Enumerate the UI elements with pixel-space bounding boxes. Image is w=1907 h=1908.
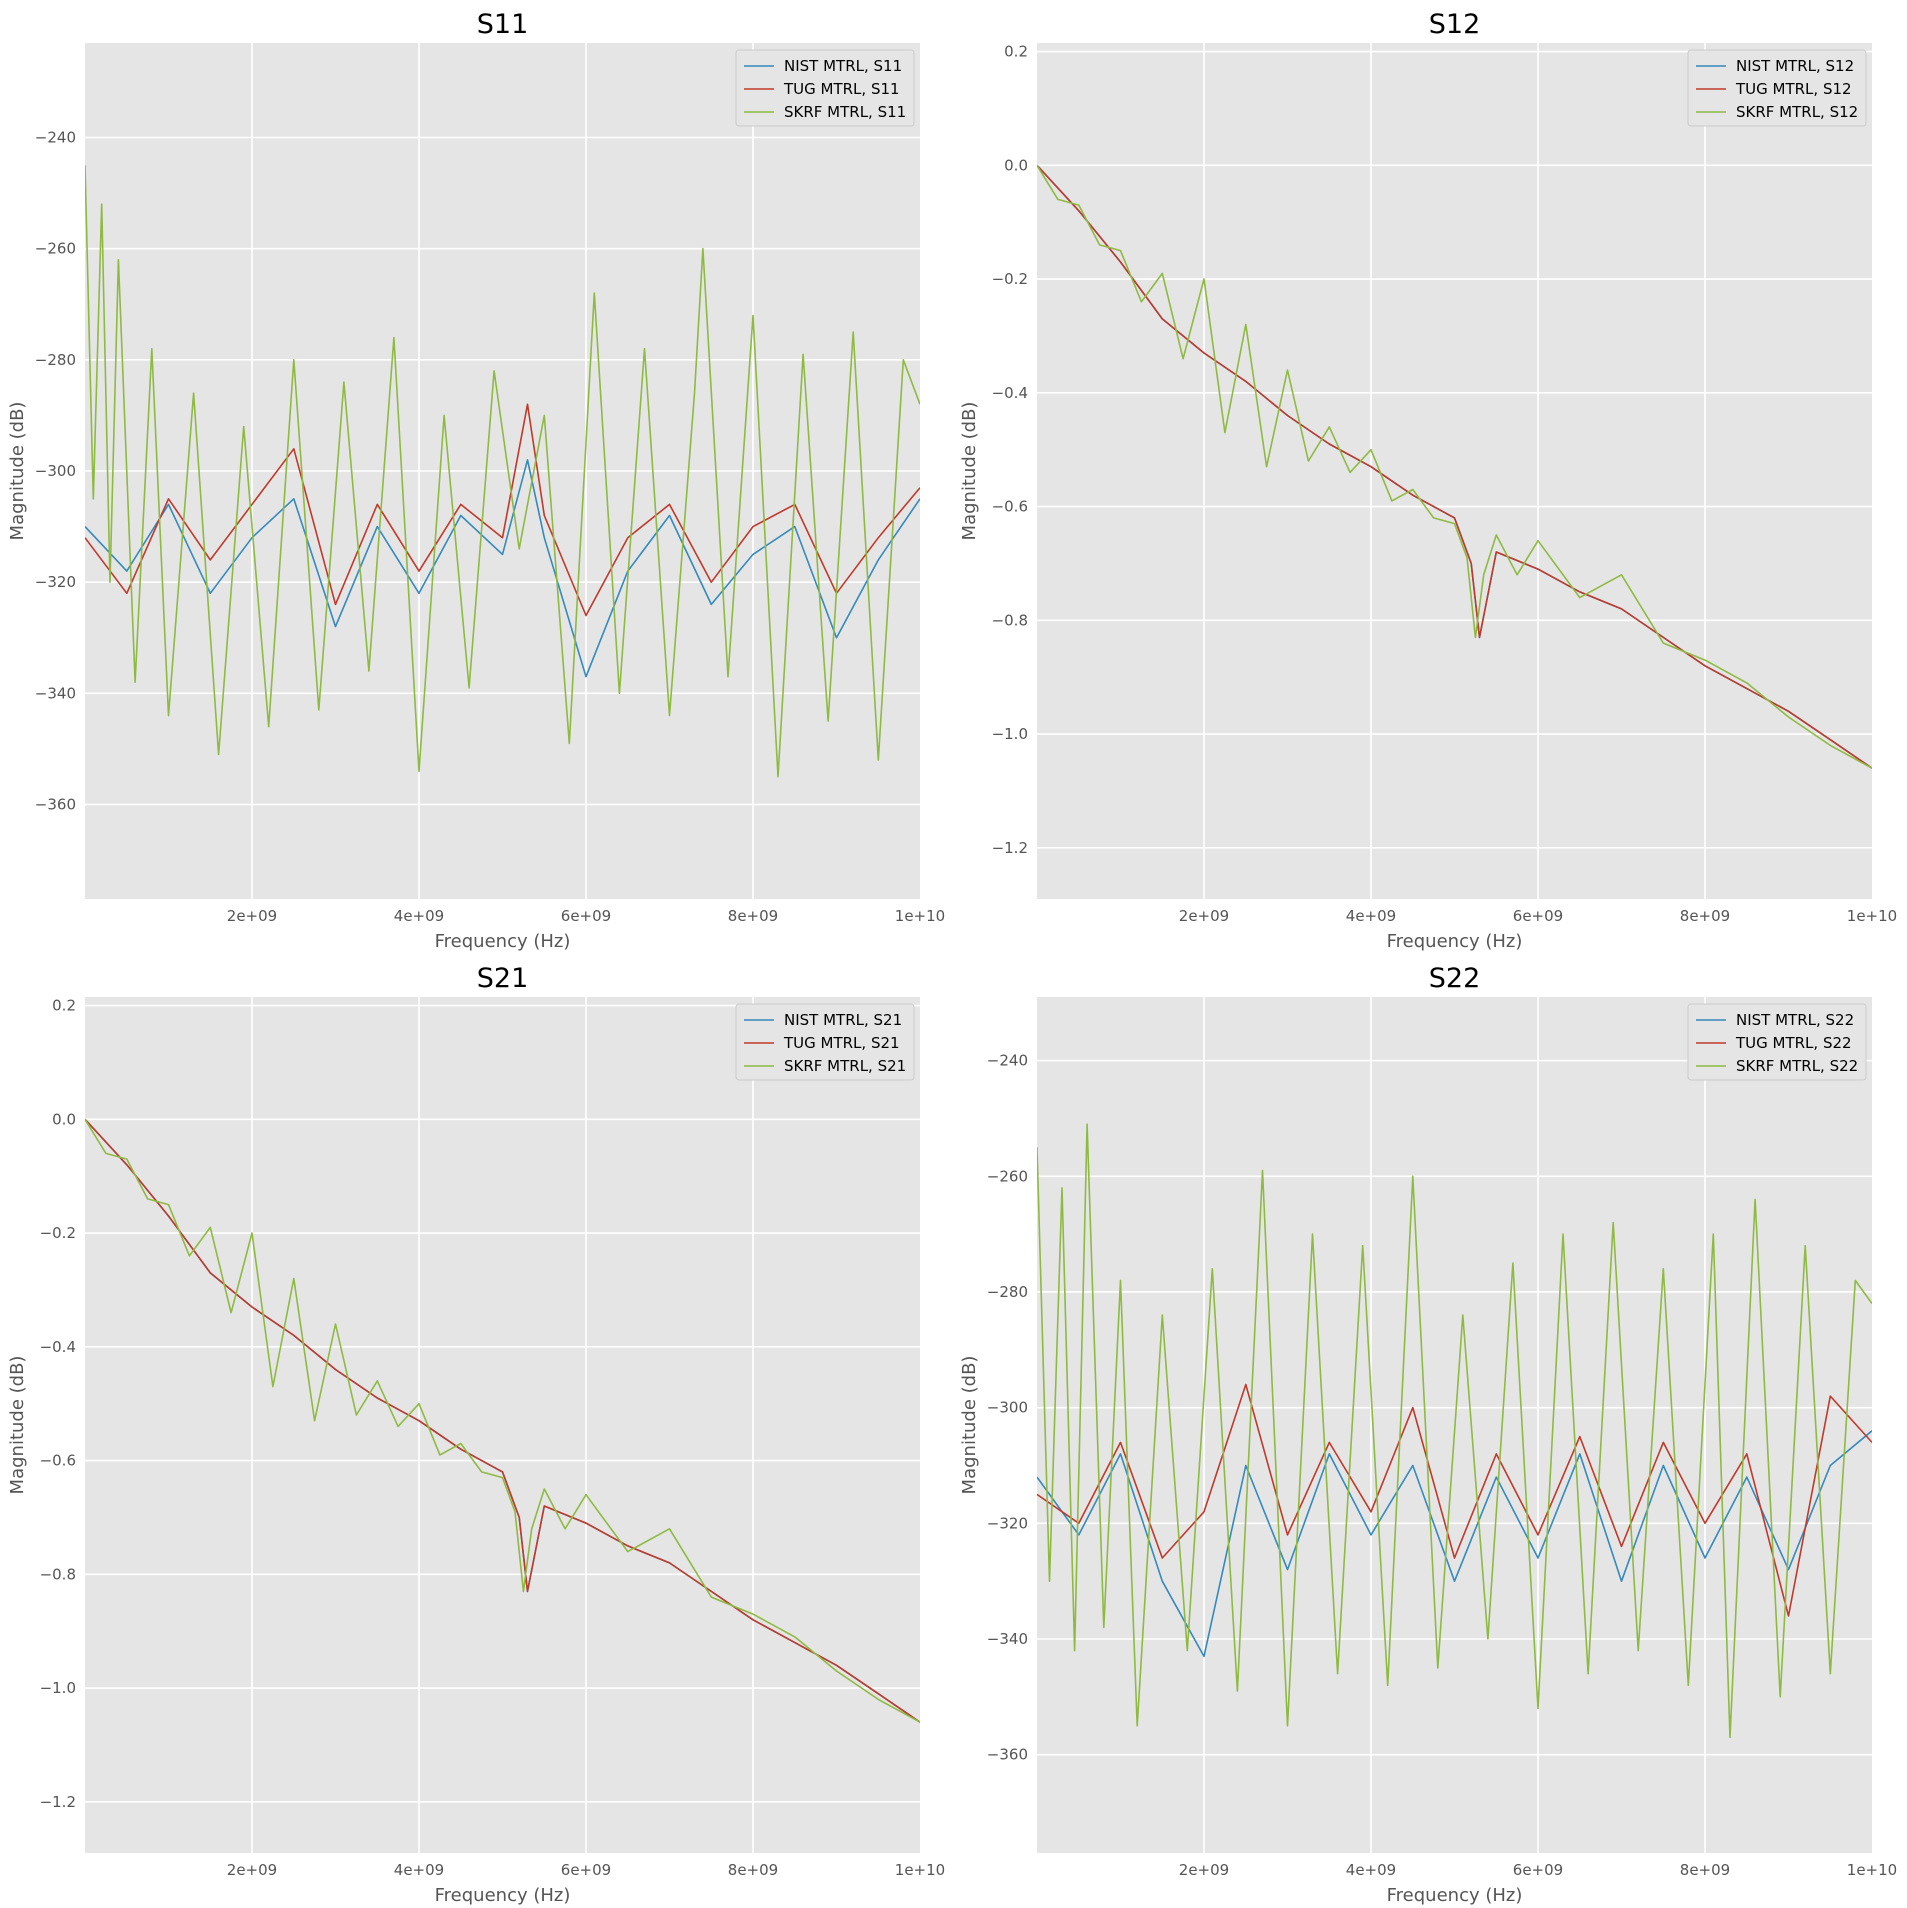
x-tick-label: 8e+09 [728, 907, 778, 925]
y-tick-label: −320 [987, 1514, 1028, 1532]
y-tick-label: −1.2 [40, 1793, 76, 1811]
legend: NIST MTRL, S21 TUG MTRL, S21 SKRF MTRL, S2… [735, 1003, 915, 1081]
y-tick-label: −0.2 [40, 1224, 76, 1242]
y-tick-label: −1.0 [992, 725, 1028, 743]
legend: NIST MTRL, S12 TUG MTRL, S12 SKRF MTRL, S1… [1687, 49, 1867, 127]
panel-s11: 2e+09 4e+09 6e+09 8e+09 1e+10 −240 −260 −280 −30… [7, 9, 945, 952]
y-tick-label: −260 [35, 240, 76, 258]
chart-title: S12 [1429, 9, 1481, 40]
legend: NIST MTRL, S22 TUG MTRL, S22 SKRF MTRL, S2… [1687, 1003, 1867, 1081]
x-axis-label: Frequency (Hz) [435, 931, 571, 952]
y-tick-label: −340 [987, 1630, 1028, 1648]
series-line-tug [1037, 164, 1872, 769]
y-tick-label: −320 [35, 573, 76, 591]
series-line-nist [1037, 1430, 1872, 1658]
x-tick-label: 2e+09 [1179, 907, 1229, 925]
legend-entry: TUG MTRL, S22 [1735, 1034, 1852, 1052]
legend-frame [735, 49, 915, 127]
y-tick-label: −0.4 [40, 1338, 76, 1356]
x-tick-label: 1e+10 [1847, 1861, 1897, 1879]
y-tick-label: −300 [35, 462, 76, 480]
legend-entry: SKRF MTRL, S22 [1736, 1057, 1858, 1075]
legend-entry: SKRF MTRL, S11 [784, 103, 906, 121]
legend-entry: NIST MTRL, S22 [1736, 1011, 1854, 1029]
x-tick-label: 8e+09 [728, 1861, 778, 1879]
y-tick-label: 0.2 [1004, 43, 1028, 61]
x-tick-label: 4e+09 [1346, 907, 1396, 925]
x-tick-label: 8e+09 [1680, 907, 1730, 925]
panel-s21: 2e+09 4e+09 6e+09 8e+09 1e+10 0.2 0.0 −0.2 −0.4 −… [7, 963, 945, 1906]
y-tick-label: −0.6 [992, 498, 1028, 516]
x-axis-label: Frequency (Hz) [435, 1885, 571, 1906]
y-axis-label: Magnitude (dB) [7, 1356, 28, 1495]
series-line-tug [85, 403, 920, 617]
y-tick-label: −360 [987, 1746, 1028, 1764]
x-tick-label: 6e+09 [1513, 907, 1563, 925]
series-line-skrf [1037, 164, 1872, 769]
series-line-tug [85, 1118, 920, 1723]
y-tick-label: −0.4 [992, 384, 1028, 402]
legend-entry: SKRF MTRL, S21 [784, 1057, 906, 1075]
x-tick-label: 1e+10 [895, 907, 945, 925]
x-tick-label: 4e+09 [1346, 1861, 1396, 1879]
y-axis-label: Magnitude (dB) [959, 402, 980, 541]
legend-entry: TUG MTRL, S12 [1735, 80, 1852, 98]
x-tick-label: 8e+09 [1680, 1861, 1730, 1879]
legend-frame [1687, 1003, 1867, 1081]
series-line-tug [1037, 1383, 1872, 1617]
chart-title: S21 [477, 963, 529, 994]
y-tick-label: −1.2 [992, 839, 1028, 857]
legend-entry: NIST MTRL, S21 [784, 1011, 902, 1029]
y-tick-label: −280 [987, 1283, 1028, 1301]
y-tick-label: −0.6 [40, 1452, 76, 1470]
series-line-skrf [85, 1118, 920, 1723]
x-tick-label: 2e+09 [1179, 1861, 1229, 1879]
legend-frame [1687, 49, 1867, 127]
y-tick-label: −0.8 [992, 611, 1028, 629]
x-tick-label: 4e+09 [394, 907, 444, 925]
x-axis-label: Frequency (Hz) [1387, 931, 1523, 952]
legend-entry: NIST MTRL, S11 [784, 57, 902, 75]
chart-title: S11 [477, 9, 529, 40]
chart-title: S22 [1429, 963, 1481, 994]
x-tick-label: 6e+09 [561, 1861, 611, 1879]
y-tick-label: −0.2 [992, 270, 1028, 288]
y-tick-label: −0.8 [40, 1565, 76, 1583]
plot-area [85, 997, 920, 1853]
legend-entry: TUG MTRL, S21 [783, 1034, 900, 1052]
series-line-skrf [1037, 1123, 1872, 1739]
series-line-nist [85, 459, 920, 678]
x-tick-label: 6e+09 [1513, 1861, 1563, 1879]
legend-entry: SKRF MTRL, S12 [1736, 103, 1858, 121]
y-tick-label: −240 [987, 1052, 1028, 1070]
legend: NIST MTRL, S11 TUG MTRL, S11 SKRF MTRL, S1… [735, 49, 915, 127]
series-line-skrf [85, 165, 920, 778]
x-tick-label: 4e+09 [394, 1861, 444, 1879]
y-tick-label: −1.0 [40, 1679, 76, 1697]
y-axis-label: Magnitude (dB) [7, 402, 28, 541]
y-tick-label: −280 [35, 351, 76, 369]
panel-s22: 2e+09 4e+09 6e+09 8e+09 1e+10 −240 −260 −280 −30… [959, 963, 1897, 1906]
y-tick-label: 0.0 [52, 1110, 76, 1128]
x-tick-label: 6e+09 [561, 907, 611, 925]
panel-s12: 2e+09 4e+09 6e+09 8e+09 1e+10 0.2 0.0 −0.2 −0.4 −… [959, 9, 1897, 952]
y-tick-label: 0.0 [1004, 156, 1028, 174]
y-tick-label: −300 [987, 1399, 1028, 1417]
x-axis-label: Frequency (Hz) [1387, 1885, 1523, 1906]
plot-area [1037, 43, 1872, 899]
y-tick-label: −360 [35, 796, 76, 814]
y-tick-label: −260 [987, 1167, 1028, 1185]
x-tick-label: 2e+09 [227, 1861, 277, 1879]
y-axis-label: Magnitude (dB) [959, 1356, 980, 1495]
x-tick-label: 2e+09 [227, 907, 277, 925]
legend-frame [735, 1003, 915, 1081]
x-tick-label: 1e+10 [895, 1861, 945, 1879]
x-tick-label: 1e+10 [1847, 907, 1897, 925]
y-tick-label: −240 [35, 128, 76, 146]
legend-entry: NIST MTRL, S12 [1736, 57, 1854, 75]
y-tick-label: 0.2 [52, 997, 76, 1015]
y-tick-label: −340 [35, 684, 76, 702]
legend-entry: TUG MTRL, S11 [783, 80, 900, 98]
